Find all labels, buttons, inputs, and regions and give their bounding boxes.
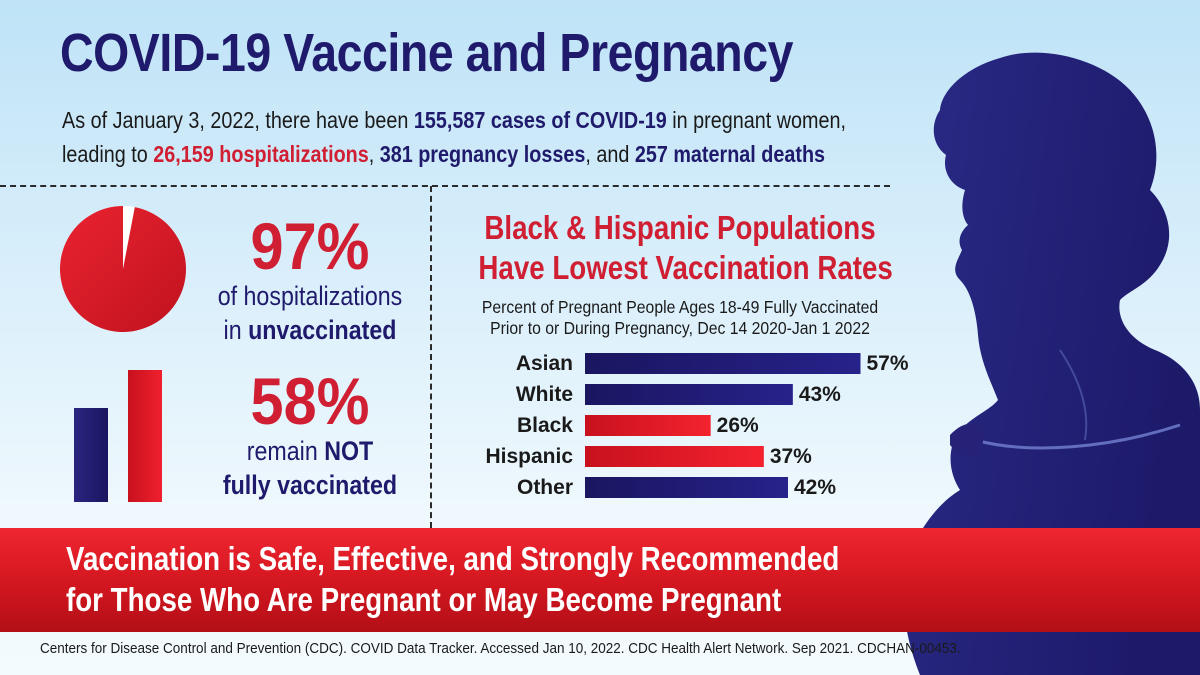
hospitalizations-count: 26,159 hospitalizations [153, 141, 369, 167]
bar-white [585, 384, 793, 405]
caption-segment: remain [246, 436, 325, 466]
intro-line-1: As of January 3, 2022, there have been 1… [62, 103, 922, 137]
value-label-white: 43% [799, 383, 841, 406]
vaccination-bar-chart: Asian 57% White 43% Black 26% Hispanic 37% Other… [485, 352, 909, 499]
chart-subtitle-line-2: Prior to or During Pregnancy, Dec 14 202… [490, 318, 870, 338]
chart-title-line-1: Black & Hispanic Populations [484, 209, 876, 246]
maternal-deaths-count: 257 maternal deaths [634, 141, 826, 167]
not-vaccinated-percent: 58% [250, 364, 370, 438]
chart-title: Black & Hispanic Populations Have Lowest… [478, 208, 893, 288]
bar-other [585, 477, 788, 498]
category-label-hispanic: Hispanic [485, 445, 573, 468]
value-label-black: 26% [717, 414, 759, 437]
caption-emphasis: NOT [324, 436, 374, 466]
not-vaccinated-stat: 58% remain NOT fully vaccinated [195, 368, 425, 502]
recommendation-text: Vaccination is Safe, Effective, and Stro… [66, 538, 840, 620]
category-label-asian: Asian [516, 352, 573, 375]
tall-bar-icon [128, 370, 162, 502]
recommendation-line-1: Vaccination is Safe, Effective, and Stro… [66, 540, 840, 577]
hospitalization-caption-line-1: of hospitalizations [217, 281, 403, 311]
intro-text-segment: leading to [62, 141, 154, 167]
not-vaccinated-caption-line-1: remain NOT [211, 434, 409, 468]
short-bar-icon [74, 408, 108, 502]
recommendation-banner [0, 528, 1200, 632]
intro-text-segment: , and [585, 141, 635, 167]
hospitalization-pie-chart [60, 206, 187, 332]
caption-emphasis: unvaccinated [248, 315, 397, 345]
intro-text-segment: As of January 3, 2022, there have been [62, 107, 414, 133]
page-title: COVID-19 Vaccine and Pregnancy [60, 23, 794, 83]
value-label-other: 42% [794, 476, 836, 499]
pie-unvaccinated-slice [60, 206, 187, 332]
bar-hispanic [585, 446, 764, 467]
cases-count: 155,587 cases of COVID-19 [413, 107, 667, 133]
hospitalization-percent: 97% [250, 209, 370, 283]
pregnancy-losses-count: 381 pregnancy losses [379, 141, 586, 167]
category-label-black: Black [517, 414, 573, 437]
bar-black [585, 415, 711, 436]
caption-segment: in [223, 315, 249, 345]
intro-text-segment: in pregnant women, [666, 107, 847, 133]
category-label-white: White [516, 383, 573, 406]
bar-asian [585, 353, 861, 374]
recommendation-line-2: for Those Who Are Pregnant or May Become… [66, 581, 782, 618]
not-vaccinated-caption-line-2: fully vaccinated [211, 468, 409, 502]
source-citation: Centers for Disease Control and Preventi… [40, 640, 961, 657]
intro-text-segment: , [368, 141, 380, 167]
pregnant-woman-silhouette [903, 52, 1200, 675]
value-label-hispanic: 37% [770, 445, 812, 468]
chart-subtitle: Percent of Pregnant People Ages 18-49 Fu… [455, 297, 905, 339]
chart-title-line-2: Have Lowest Vaccination Rates [478, 249, 893, 286]
category-label-other: Other [517, 476, 573, 499]
horizontal-divider [0, 185, 890, 187]
vertical-divider [430, 186, 432, 528]
vaccination-bars-icon [74, 370, 162, 502]
hospitalization-stat: 97% of hospitalizations in unvaccinated [195, 213, 425, 347]
hospitalization-caption-line-2: in unvaccinated [211, 313, 409, 347]
chart-subtitle-line-1: Percent of Pregnant People Ages 18-49 Fu… [481, 297, 879, 317]
intro-text: As of January 3, 2022, there have been 1… [62, 103, 922, 171]
intro-line-2: leading to 26,159 hospitalizations, 381 … [62, 137, 922, 171]
caption-emphasis: fully vaccinated [222, 470, 398, 500]
value-label-asian: 57% [867, 352, 909, 375]
